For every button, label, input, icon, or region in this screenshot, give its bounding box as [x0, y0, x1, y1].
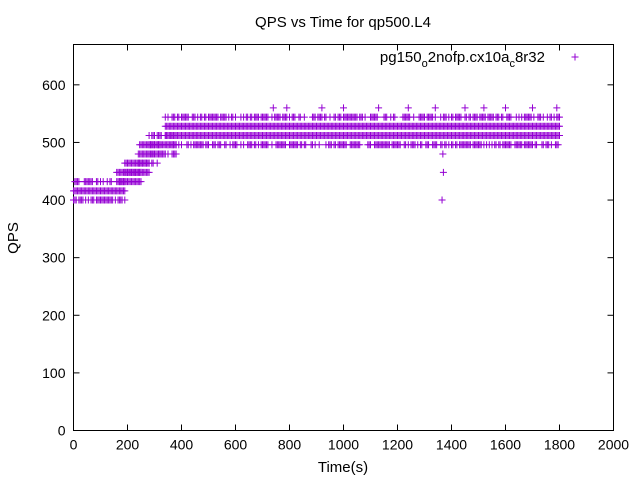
data-point-outlier	[318, 104, 326, 112]
data-point	[137, 178, 145, 186]
data-point-outlier	[404, 104, 412, 112]
chart-title: QPS vs Time for qp500.L4	[255, 14, 431, 31]
data-point-outlier	[269, 104, 277, 112]
data-point-outlier	[529, 104, 536, 112]
y-axis-label: QPS	[5, 222, 22, 254]
data-point-outlier	[502, 104, 509, 112]
data-point	[145, 168, 153, 176]
data-point	[554, 141, 562, 149]
x-axis-label: Time(s)	[318, 459, 368, 476]
legend-marker	[571, 53, 579, 61]
x-tick-label: 1800	[544, 437, 575, 453]
data-point	[556, 122, 563, 130]
data-point-outlier	[461, 104, 469, 112]
legend-label: pg150o2nofp.cx10ac8r32	[380, 49, 545, 70]
data-point	[121, 187, 129, 195]
x-tick-label: 1200	[382, 437, 413, 453]
data-point	[556, 132, 563, 140]
data-point-outlier	[439, 150, 447, 158]
x-tick-label: 1600	[490, 437, 521, 453]
data-point-outlier	[480, 104, 488, 112]
data-point	[315, 141, 323, 149]
data-point-outlier	[439, 168, 447, 176]
data-point	[153, 159, 161, 167]
x-tick-label: 1400	[436, 437, 467, 453]
data-point-outlier	[283, 104, 291, 112]
x-tick-label: 0	[70, 437, 78, 453]
legend: pg150o2nofp.cx10ac8r32	[380, 49, 579, 70]
y-tick-label: 0	[58, 423, 66, 439]
legend-marker-plus	[571, 53, 579, 61]
data-point-outlier	[375, 104, 383, 112]
y-tick-label: 400	[42, 192, 66, 208]
x-tick-label: 800	[278, 437, 302, 453]
x-tick-label: 200	[116, 437, 140, 453]
x-tick-label: 600	[224, 437, 248, 453]
y-tick-label: 100	[42, 365, 66, 381]
y-ticks: 0 100 200 300 400 500 600	[42, 77, 614, 439]
data-point	[391, 113, 399, 121]
data-points	[70, 104, 563, 204]
x-tick-label: 400	[170, 437, 194, 453]
data-point-outlier	[431, 104, 439, 112]
data-point-outlier	[340, 104, 347, 112]
y-tick-label: 600	[42, 77, 66, 93]
y-tick-label: 300	[42, 250, 66, 266]
x-tick-label: 2000	[598, 437, 629, 453]
y-tick-label: 200	[42, 307, 66, 323]
data-point	[300, 113, 308, 121]
data-point	[356, 141, 364, 149]
plot-frame	[73, 44, 614, 431]
data-point	[556, 113, 563, 121]
data-point	[373, 113, 381, 121]
data-point	[121, 196, 129, 204]
x-ticks: 0 200 400 600 800 1000 1200 1400 1600 1800 2000	[70, 44, 629, 453]
x-tick-label: 1000	[328, 437, 359, 453]
data-point-outlier	[438, 196, 446, 204]
y-tick-label: 500	[42, 134, 66, 150]
data-point	[172, 150, 180, 158]
data-point-outlier	[553, 104, 561, 112]
